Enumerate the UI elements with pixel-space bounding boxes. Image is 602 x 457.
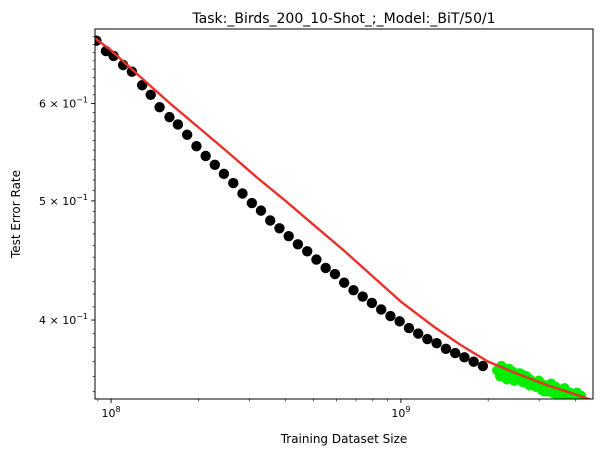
extrapolated-point (538, 386, 550, 397)
observed-point (348, 285, 359, 296)
extrapolated-point (552, 390, 564, 399)
observed-point (154, 101, 165, 113)
observed-point (394, 316, 405, 327)
observed-point (274, 223, 285, 234)
observed-point (292, 239, 304, 250)
plot-area (95, 35, 593, 399)
observed-point (311, 254, 322, 265)
observed-point (449, 347, 461, 359)
observed-point (145, 89, 156, 100)
observed-point (302, 246, 313, 257)
plot-frame (94, 28, 594, 400)
y-tick-label: 5 × 10−1 (39, 193, 88, 208)
y-axis-label: Test Error Rate (9, 170, 23, 259)
observed-point (422, 333, 433, 345)
fit-line (95, 37, 593, 399)
observed-point (440, 343, 452, 355)
observed-point (172, 119, 184, 130)
observed-point (329, 268, 341, 280)
observed-point (209, 159, 221, 171)
observed-point (320, 262, 331, 274)
observed-point (412, 328, 424, 339)
observed-point (255, 205, 267, 216)
observed-point (218, 168, 230, 180)
observed-point (136, 80, 148, 91)
observed-point (357, 291, 368, 302)
observed-point (200, 150, 211, 162)
chart-title: Task:_Birds_200_10-Shot_;_Model:_BiT/50/… (191, 11, 495, 27)
x-tick-label: 109 (391, 405, 410, 420)
x-axis-label: Training Dataset Size (280, 432, 408, 446)
observed-point (181, 129, 193, 140)
y-tick-label: 4 × 10−1 (39, 312, 88, 327)
observed-point (477, 360, 489, 372)
observed-point (459, 352, 470, 363)
observed-point (338, 277, 350, 288)
extrapolated-point (566, 396, 576, 399)
observed-point (228, 177, 239, 189)
observed-point (403, 322, 415, 334)
y-tick-label: 6 × 10−1 (39, 96, 88, 111)
x-axis: 108 109 (97, 399, 576, 420)
observed-point (366, 297, 378, 309)
y-axis: 4 × 10−1 5 × 10−1 6 × 10−1 (39, 36, 95, 392)
observed-point (191, 140, 202, 152)
observed-point (237, 188, 248, 199)
observed-point (164, 111, 175, 123)
observed-point (283, 231, 294, 242)
observed-point (265, 215, 276, 226)
observed-point (246, 197, 258, 209)
observed-point (376, 304, 387, 315)
observed-point (431, 338, 442, 349)
observed-point (385, 310, 396, 322)
extrapolated-point (509, 375, 520, 386)
observed-point (126, 66, 138, 77)
observed-point (468, 356, 479, 367)
x-tick-label: 108 (102, 405, 121, 420)
